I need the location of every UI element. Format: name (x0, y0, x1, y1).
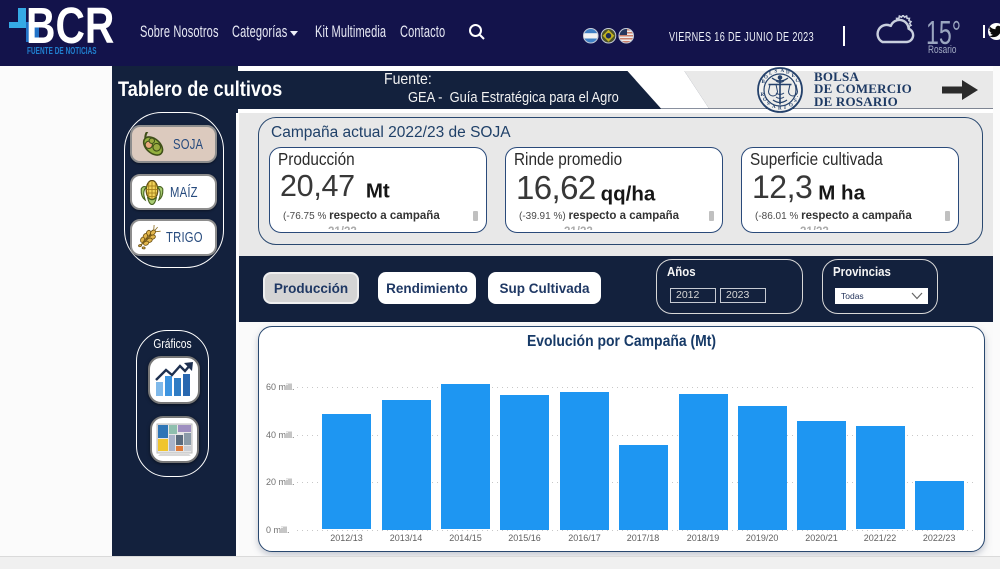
svg-text:D: D (786, 71, 790, 76)
svg-text:O: O (763, 98, 767, 103)
svg-text:L: L (769, 72, 773, 77)
svg-text:O: O (789, 104, 793, 109)
svg-text:I: I (784, 106, 786, 111)
svg-text:S: S (794, 99, 797, 104)
svg-text:S: S (775, 70, 778, 75)
svg-text:O: O (764, 76, 768, 81)
svg-text:E: E (792, 74, 796, 79)
svg-text:S: S (767, 102, 770, 107)
svg-text:A: A (772, 105, 776, 110)
svg-text:B: B (762, 80, 766, 85)
svg-text:C: C (796, 79, 800, 84)
svg-text:R: R (761, 93, 765, 98)
svg-text:.: . (797, 94, 799, 99)
svg-text:A: A (781, 69, 785, 74)
svg-text:R: R (778, 107, 782, 112)
